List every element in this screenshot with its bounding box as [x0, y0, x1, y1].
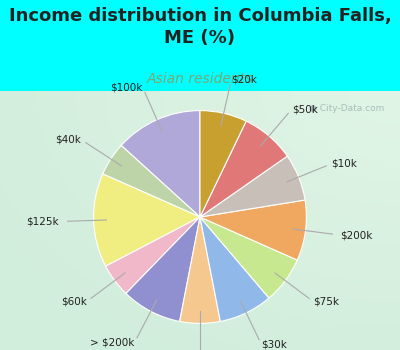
Wedge shape	[103, 146, 200, 217]
Wedge shape	[126, 217, 200, 321]
Wedge shape	[200, 111, 246, 217]
Text: $200k: $200k	[340, 230, 373, 240]
Text: $10k: $10k	[331, 159, 357, 169]
Wedge shape	[94, 174, 200, 266]
Wedge shape	[121, 111, 200, 217]
Wedge shape	[200, 121, 287, 217]
Wedge shape	[200, 217, 297, 298]
Text: $40k: $40k	[56, 135, 82, 145]
Text: $75k: $75k	[314, 297, 340, 307]
Wedge shape	[200, 200, 306, 260]
Text: $125k: $125k	[26, 217, 58, 226]
Text: ● City-Data.com: ● City-Data.com	[309, 104, 384, 113]
Wedge shape	[200, 156, 305, 217]
Text: $30k: $30k	[261, 340, 287, 350]
Text: Income distribution in Columbia Falls,
ME (%): Income distribution in Columbia Falls, M…	[9, 7, 391, 48]
Wedge shape	[106, 217, 200, 293]
Wedge shape	[200, 217, 269, 321]
Text: $100k: $100k	[110, 83, 143, 93]
Text: $20k: $20k	[232, 74, 257, 84]
Text: $60k: $60k	[61, 297, 86, 307]
Wedge shape	[180, 217, 220, 323]
Text: > $200k: > $200k	[90, 337, 134, 348]
Text: Asian residents: Asian residents	[147, 72, 253, 86]
Text: $50k: $50k	[292, 104, 318, 114]
